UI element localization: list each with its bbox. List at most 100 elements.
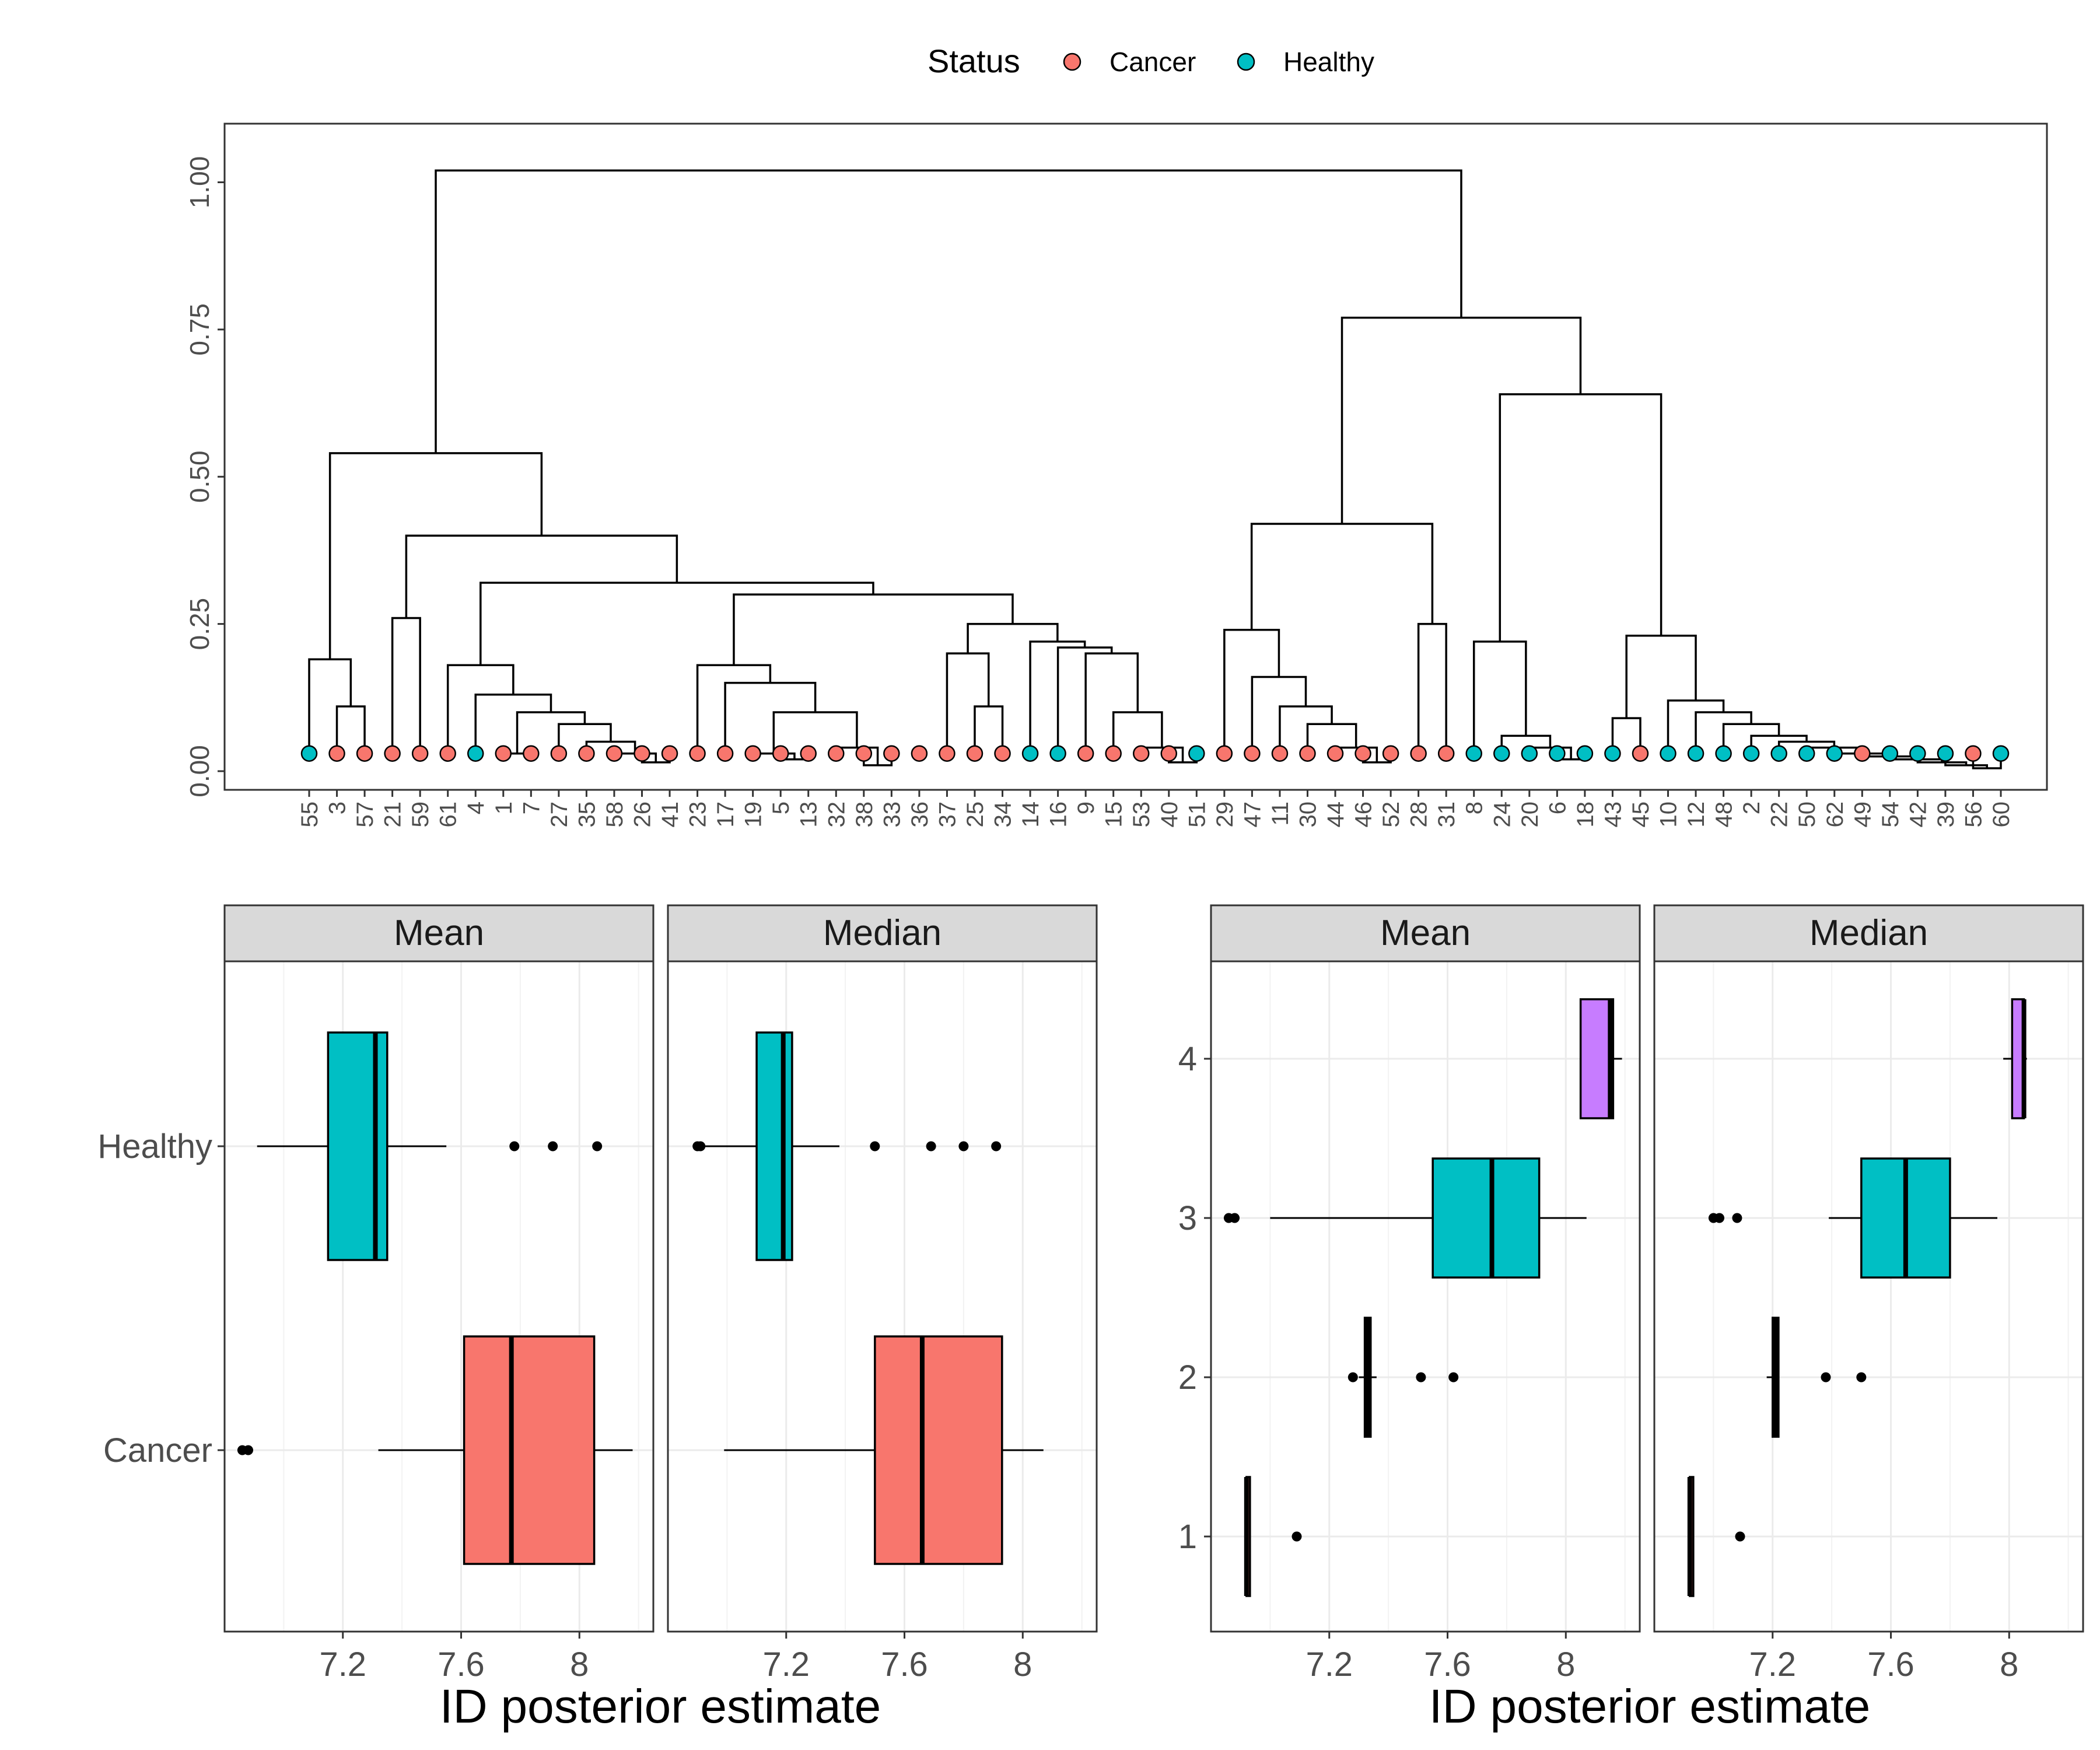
dendrogram-leaf-point [578, 745, 595, 762]
dendrogram-leaf-point [1160, 745, 1178, 762]
dendrogram-links [308, 169, 2002, 769]
dendrogram-leaf-point [828, 745, 845, 762]
dendrogram-leaf-label: 33 [879, 802, 905, 828]
dendrogram-leaf-label: 5 [768, 802, 794, 814]
dendrogram-link [446, 664, 514, 754]
dendrogram-leaf-point [939, 745, 956, 762]
dendrogram-leaf-point [1715, 745, 1732, 762]
dendrogram-leaf-point [1188, 745, 1205, 762]
dendrogram-link [614, 752, 657, 762]
box-outlier [1348, 1372, 1358, 1382]
dendrogram-leaf-point [1660, 745, 1676, 762]
dendrogram-leaf-point [1244, 745, 1261, 762]
box-outlier [1856, 1372, 1867, 1382]
dendrogram-y-tick-label: 1.00 [184, 156, 215, 209]
dendrogram-link [558, 723, 612, 754]
dendrogram-leaf-point [1937, 745, 1954, 762]
dendrogram-leaves: 55 3 57 21 59 61 4 1 7 27 35 58 26 41 23 17 19 5 13 32 38 33 3… [297, 745, 2014, 828]
dendrogram-y-tick-label: 0.25 [184, 598, 215, 650]
dendrogram-leaf-label: 41 [657, 802, 683, 828]
dendrogram-leaf-point [495, 745, 512, 762]
box-outlier [991, 1141, 1002, 1152]
dendrogram-leaf-label: 38 [852, 802, 877, 828]
legend-swatch-healthy [1237, 52, 1255, 71]
dendrogram-link [1251, 676, 1307, 754]
dendrogram-link [328, 452, 543, 660]
dendrogram-leaf-label: 40 [1157, 802, 1182, 828]
dendrogram-leaf-point [1965, 745, 1982, 762]
box-outlier [1292, 1531, 1302, 1542]
dendrogram-leaf-point [1742, 745, 1760, 762]
legend-title: Status [928, 43, 1020, 79]
box-outlier [1714, 1213, 1725, 1223]
dendrogram-leaf-label: 29 [1212, 802, 1238, 828]
dendrogram-leaf-label: 7 [519, 802, 544, 814]
dendrogram-leaf-point [911, 745, 928, 762]
dendrogram-panel-border [223, 123, 2048, 791]
dendrogram-link [1306, 723, 1357, 754]
dendrogram-leaf-label: 53 [1129, 802, 1154, 828]
dendrogram-leaf-point [1549, 745, 1566, 762]
dendrogram-leaf-label: 60 [1989, 802, 2014, 828]
dendrogram-leaf-point [1465, 745, 1482, 762]
y-tick-label: 2 [1178, 1359, 1197, 1396]
dendrogram-leaf-label: 50 [1794, 802, 1820, 828]
dendrogram-leaf-point [523, 745, 540, 762]
facet-strip-label: Mean [394, 913, 484, 953]
dendrogram-leaf-label: 58 [602, 802, 628, 828]
box-outlier [1821, 1372, 1831, 1382]
x-tick-label: 8 [2000, 1646, 2018, 1684]
box-outlier [592, 1141, 603, 1152]
dendrogram-link [1667, 699, 1725, 754]
dendrogram-leaf-label: 22 [1767, 802, 1793, 828]
dendrogram-leaf-label: 26 [629, 802, 655, 828]
dendrogram-link [1695, 711, 1752, 754]
dendrogram-link [1340, 316, 1582, 524]
dendrogram-leaf-point [328, 745, 345, 762]
dendrogram-link [724, 681, 817, 754]
box-body [874, 1335, 1003, 1565]
dendrogram-leaf-point [1632, 745, 1649, 762]
box-outlier [509, 1141, 520, 1152]
dendrogram-leaf-point [1798, 745, 1815, 762]
dendrogram-link [391, 617, 421, 754]
dendrogram-y-tick-label: 0.75 [184, 303, 215, 356]
dendrogram-link [1084, 652, 1139, 754]
x-tick-label: 7.2 [319, 1646, 366, 1684]
facet-panel-border [1210, 960, 1641, 1633]
dendrogram-leaf-label: 25 [963, 802, 988, 828]
dendrogram-leaf-point [800, 745, 817, 762]
x-tick-label: 8 [1556, 1646, 1575, 1684]
dendrogram-leaf-label: 45 [1628, 802, 1654, 828]
dendrogram-leaf-label: 18 [1573, 802, 1598, 828]
dendrogram-leaf-label: 44 [1323, 802, 1349, 828]
dendrogram-link [967, 622, 1059, 654]
dendrogram-leaf-point [1299, 745, 1316, 762]
box-body [1579, 998, 1615, 1119]
dendrogram-leaf-point [744, 745, 761, 762]
dendrogram-link [1750, 734, 1808, 754]
dendrogram-link [946, 652, 990, 754]
facet-strip-label: Median [1810, 913, 1928, 953]
box-outlier [1735, 1531, 1745, 1542]
dendrogram-leaf-label: 31 [1434, 802, 1460, 828]
dendrogram-leaf-point [1271, 745, 1289, 762]
x-tick-label: 7.2 [762, 1646, 810, 1684]
dendrogram-leaf-point [1770, 745, 1787, 762]
dendrogram-leaf-label: 62 [1822, 802, 1848, 828]
facet-strip-label: Median [823, 913, 942, 953]
dendrogram-leaf-point [411, 745, 429, 762]
dendrogram-leaf-point [1049, 745, 1066, 762]
dendrogram-leaf-point [384, 745, 401, 762]
dendrogram-leaf-point [1105, 745, 1122, 762]
dendrogram-leaf-point [356, 745, 373, 762]
dendrogram-leaf-label: 49 [1850, 802, 1875, 828]
box-outlier [1230, 1213, 1240, 1223]
dendrogram-leaf-point [1992, 745, 2010, 762]
dendrogram-chart: 0.000.250.500.751.00 55 3 57 21 59 61 4 1 7 27 35 5… [184, 123, 2048, 828]
dendrogram-leaf-label: 32 [824, 802, 849, 828]
x-tick-label: 7.2 [1749, 1646, 1796, 1684]
dendrogram-leaf-label: 10 [1656, 802, 1682, 828]
dendrogram-y-tick-label: 0.00 [184, 745, 215, 797]
